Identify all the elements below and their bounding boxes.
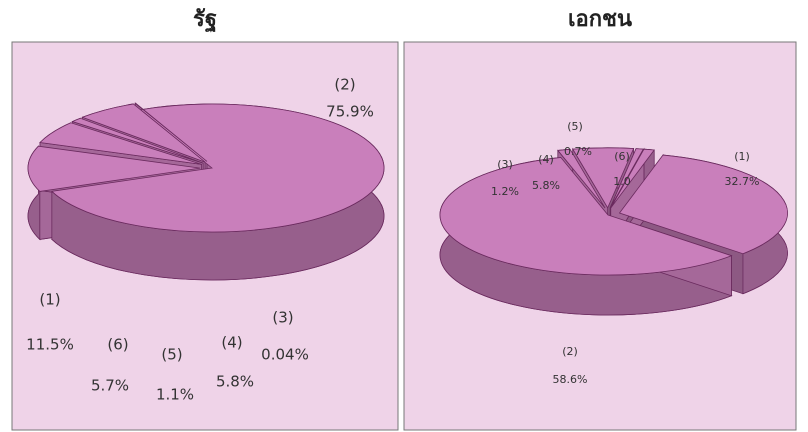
slice-value-label: 5.8% — [532, 179, 560, 192]
pie-slice — [27, 145, 201, 192]
slice-category-label: (3) — [497, 158, 513, 171]
pie-slice — [50, 103, 385, 233]
chart-title: รัฐ — [193, 7, 217, 33]
pie-slice — [134, 102, 208, 162]
slice-value-label: 1.0 — [613, 175, 631, 188]
pie-slice — [618, 154, 788, 255]
pie-slice — [609, 148, 644, 209]
slice-value-label: 58.6% — [553, 373, 588, 386]
slice-value-label: 32.7% — [725, 175, 760, 188]
slice-value-label: 0.04% — [261, 346, 309, 364]
slice-category-label: (2) — [334, 76, 355, 94]
slice-category-label: (3) — [272, 309, 293, 327]
chart-title: เอกชน — [568, 7, 632, 32]
slice-value-label: 1.1% — [156, 386, 194, 404]
slice-category-label: (5) — [161, 346, 182, 364]
slice-value-label: 1.2% — [491, 185, 519, 198]
pie-slice — [572, 147, 635, 209]
pie-slice — [610, 148, 655, 209]
slice-category-label: (1) — [39, 291, 60, 309]
slice-category-label: (5) — [567, 120, 583, 133]
slice-category-label: (2) — [562, 345, 578, 358]
pie-slice — [81, 103, 206, 163]
slice-category-label: (6) — [614, 150, 630, 163]
pie-slice — [71, 117, 204, 164]
slice-value-label: 0.7% — [564, 145, 592, 158]
pie-slice — [557, 148, 606, 209]
slice-category-label: (1) — [734, 150, 750, 163]
slice-value-label: 5.8% — [216, 373, 254, 391]
slice-value-label: 11.5% — [26, 336, 74, 354]
pie-slice — [39, 122, 202, 165]
slice-category-label: (4) — [538, 153, 554, 166]
slice-category-label: (4) — [221, 334, 242, 352]
slice-value-label: 5.7% — [91, 377, 129, 395]
slice-value-label: 75.9% — [326, 103, 374, 121]
slice-category-label: (6) — [107, 336, 128, 354]
pie-slice — [439, 156, 733, 276]
